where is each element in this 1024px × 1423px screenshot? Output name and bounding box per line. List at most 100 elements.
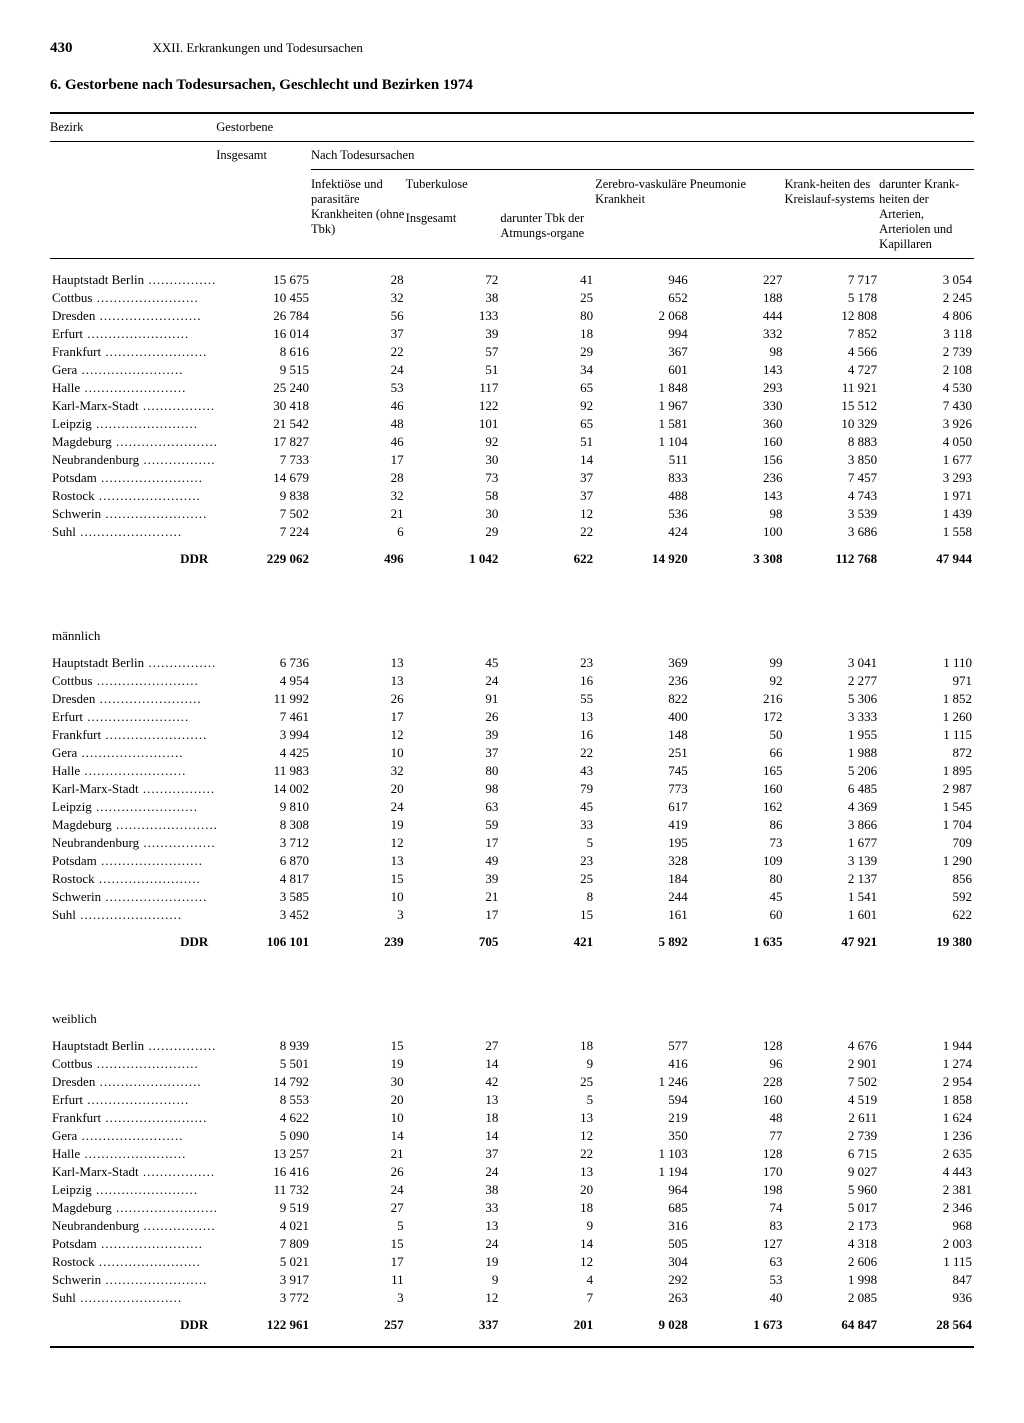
cell: 18 xyxy=(500,325,595,343)
row-label: Suhl xyxy=(50,906,216,924)
cell: 2 739 xyxy=(784,1127,879,1145)
row-label: Dresden xyxy=(50,690,216,708)
cell: 216 xyxy=(690,690,785,708)
cell: 946 xyxy=(595,271,690,289)
cell: 1 115 xyxy=(879,1253,974,1271)
cell: 3 452 xyxy=(216,906,311,924)
cell: 1 988 xyxy=(784,744,879,762)
table-row: Magdeburg17 8274692511 1041608 8834 050 xyxy=(50,433,974,451)
cell: 58 xyxy=(406,487,501,505)
cell: 3 139 xyxy=(784,852,879,870)
cell: 57 xyxy=(406,343,501,361)
cell: 30 xyxy=(311,1073,406,1091)
cell: 9 838 xyxy=(216,487,311,505)
table-row: Suhl7 224629224241003 6861 558 xyxy=(50,523,974,541)
cell: 1 274 xyxy=(879,1055,974,1073)
cell: 34 xyxy=(500,361,595,379)
cell: 128 xyxy=(690,1037,785,1055)
cell: 1 601 xyxy=(784,906,879,924)
cell: 3 850 xyxy=(784,451,879,469)
cell: 17 xyxy=(311,708,406,726)
cell: 872 xyxy=(879,744,974,762)
cell: 74 xyxy=(690,1199,785,1217)
cell: 3 772 xyxy=(216,1289,311,1307)
cell: 92 xyxy=(690,672,785,690)
hdr-infekt: Infektiöse und parasitäre Krankheiten (o… xyxy=(311,171,406,258)
header-row-1: Bezirk Gestorbene xyxy=(50,114,974,141)
row-label: Dresden xyxy=(50,307,216,325)
cell: 14 xyxy=(406,1055,501,1073)
cell: 424 xyxy=(595,523,690,541)
total-cell: 112 768 xyxy=(784,541,879,568)
cell: 20 xyxy=(311,780,406,798)
cell: 22 xyxy=(500,744,595,762)
cell: 2 277 xyxy=(784,672,879,690)
total-cell: 122 961 xyxy=(216,1307,311,1334)
cell: 2 739 xyxy=(879,343,974,361)
data-table: Bezirk Gestorbene Insgesamt Nach Todesur… xyxy=(50,114,974,1334)
cell: 1 852 xyxy=(879,690,974,708)
hdr-bezirk: Bezirk xyxy=(50,114,216,141)
cell: 8 xyxy=(500,888,595,906)
cell: 9 515 xyxy=(216,361,311,379)
cell: 29 xyxy=(500,343,595,361)
total-cell: 622 xyxy=(500,541,595,568)
cell: 86 xyxy=(690,816,785,834)
cell: 7 809 xyxy=(216,1235,311,1253)
cell: 13 257 xyxy=(216,1145,311,1163)
cell: 3 118 xyxy=(879,325,974,343)
cell: 63 xyxy=(406,798,501,816)
row-label: Schwerin xyxy=(50,1271,216,1289)
cell: 7 430 xyxy=(879,397,974,415)
total-cell: 106 101 xyxy=(216,924,311,951)
table-row: Schwerin3 58510218244451 541592 xyxy=(50,888,974,906)
row-label: Suhl xyxy=(50,1289,216,1307)
cell: 79 xyxy=(500,780,595,798)
cell: 73 xyxy=(690,834,785,852)
cell: 971 xyxy=(879,672,974,690)
cell: 236 xyxy=(690,469,785,487)
cell: 46 xyxy=(311,433,406,451)
cell: 6 xyxy=(311,523,406,541)
cell: 24 xyxy=(311,1181,406,1199)
total-cell: 201 xyxy=(500,1307,595,1334)
cell: 3 686 xyxy=(784,523,879,541)
cell: 7 502 xyxy=(216,505,311,523)
cell: 13 xyxy=(500,1109,595,1127)
cell: 98 xyxy=(406,780,501,798)
cell: 936 xyxy=(879,1289,974,1307)
row-label: Leipzig xyxy=(50,415,216,433)
hdr-nach: Nach Todesursachen xyxy=(311,142,974,169)
cell: 1 439 xyxy=(879,505,974,523)
total-row: DDR229 0624961 04262214 9203 308112 7684… xyxy=(50,541,974,568)
cell: 4 425 xyxy=(216,744,311,762)
cell: 3 712 xyxy=(216,834,311,852)
cell: 13 xyxy=(311,852,406,870)
cell: 98 xyxy=(690,343,785,361)
table-row: Gera4 425103722251661 988872 xyxy=(50,744,974,762)
table-row: Leipzig11 7322438209641985 9602 381 xyxy=(50,1181,974,1199)
total-cell: 14 920 xyxy=(595,541,690,568)
cell: 4 xyxy=(500,1271,595,1289)
total-cell: 5 892 xyxy=(595,924,690,951)
cell: 11 921 xyxy=(784,379,879,397)
cell: 21 xyxy=(406,888,501,906)
section-label: weiblich xyxy=(50,951,974,1037)
cell: 601 xyxy=(595,361,690,379)
table-row: Karl-Marx-Stadt16 4162624131 1941709 027… xyxy=(50,1163,974,1181)
row-label: Frankfurt xyxy=(50,726,216,744)
cell: 1 971 xyxy=(879,487,974,505)
cell: 1 998 xyxy=(784,1271,879,1289)
cell: 24 xyxy=(406,672,501,690)
cell: 33 xyxy=(500,816,595,834)
cell: 1 955 xyxy=(784,726,879,744)
cell: 30 418 xyxy=(216,397,311,415)
cell: 13 xyxy=(311,672,406,690)
hdr-pneum: Pneumonie xyxy=(690,171,785,258)
cell: 83 xyxy=(690,1217,785,1235)
total-row: DDR122 9612573372019 0281 67364 84728 56… xyxy=(50,1307,974,1334)
cell: 1 677 xyxy=(784,834,879,852)
cell: 80 xyxy=(690,870,785,888)
row-label: Halle xyxy=(50,762,216,780)
total-cell: 3 308 xyxy=(690,541,785,568)
